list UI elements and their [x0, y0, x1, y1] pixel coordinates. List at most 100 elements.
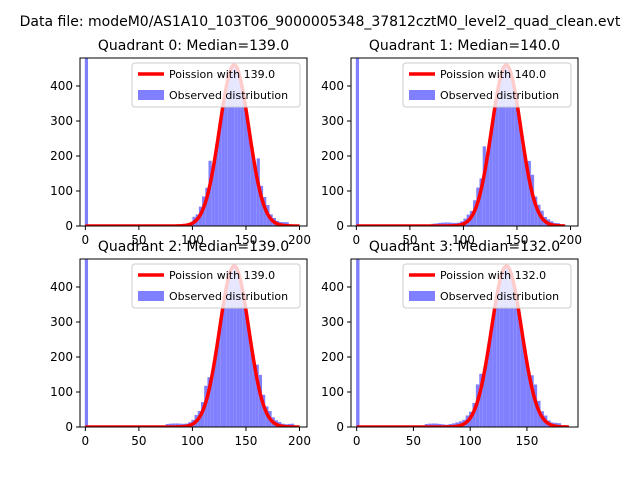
histogram-bar — [521, 140, 525, 226]
histogram-bar — [526, 371, 531, 427]
histogram-bar — [217, 336, 221, 427]
histogram-bar — [524, 162, 528, 226]
y-tick-label: 400 — [50, 79, 73, 93]
histogram-bar-zero — [356, 259, 360, 427]
y-tick-label: 300 — [321, 114, 344, 128]
x-tick-label: 0 — [353, 233, 361, 247]
legend-patch-swatch — [138, 291, 164, 301]
x-tick-label: 200 — [559, 233, 582, 247]
histogram-bar — [530, 375, 534, 427]
poisson-curve — [355, 63, 566, 226]
x-tick-label: 50 — [402, 233, 417, 247]
histogram-bar — [253, 167, 257, 226]
y-tick-label: 400 — [50, 280, 73, 294]
legend-box — [131, 62, 301, 108]
x-tick-label: 150 — [235, 233, 258, 247]
x-tick-label: 100 — [452, 233, 475, 247]
figure-suptitle: Data file: modeM0/AS1A10_103T06_90000053… — [20, 14, 621, 30]
legend-entry: Observed distribution — [169, 89, 288, 102]
legend-entry: Poission with 139.0 — [169, 269, 275, 282]
subplot-title: Quadrant 3: Median=132.0 — [369, 239, 560, 255]
histogram-bar — [210, 374, 214, 427]
histogram-bar — [256, 158, 260, 226]
legend-entry: Observed distribution — [169, 290, 288, 303]
plot-area — [84, 58, 301, 226]
subplot-grid: 0 50 100 150 200 0 100 200 300 400 Quadrant 0: Med… — [50, 38, 582, 448]
poisson-curve — [356, 264, 570, 427]
histogram-bar-zero — [84, 58, 89, 226]
poisson-curve — [84, 264, 301, 427]
histogram-bar — [214, 148, 219, 226]
x-tick-label: 200 — [288, 233, 311, 247]
histogram-bar — [243, 106, 248, 226]
histogram-bar — [492, 309, 497, 427]
histogram-bar — [509, 276, 514, 427]
subplot-quadrant-3: 0 50 100 150 0 100 200 300 400 Quadrant 3: Median… — [321, 239, 579, 448]
histogram-bar — [211, 167, 215, 226]
histogram-bar — [239, 282, 243, 427]
histogram-bar — [220, 313, 224, 427]
legend-patch-swatch — [138, 90, 164, 100]
histogram-bar — [489, 331, 493, 427]
histogram-bar — [240, 87, 244, 226]
histogram-bar — [479, 178, 483, 226]
y-tick-label: 0 — [65, 219, 73, 233]
axes-frame — [350, 57, 579, 227]
histogram-bar — [518, 121, 522, 226]
histogram-bar — [252, 362, 256, 427]
histogram-bar — [229, 267, 234, 427]
histogram-bar — [208, 160, 212, 226]
histogram-bar — [230, 66, 235, 226]
subplot-quadrant-1: 0 50 100 150 200 0 100 200 300 400 Quadrant 1: Med… — [321, 38, 582, 247]
legend: Poission with 139.0 Observed distribution — [131, 263, 301, 309]
histogram-bar-zero — [355, 58, 360, 226]
x-tick-label: 100 — [181, 233, 204, 247]
histogram-bar — [255, 364, 259, 427]
histogram-bar — [506, 265, 510, 427]
histogram-bar — [236, 273, 240, 427]
histogram-bar — [496, 288, 500, 427]
x-tick-label: 50 — [131, 434, 146, 448]
histogram-bar — [513, 288, 517, 427]
histogram-bar — [250, 148, 254, 226]
x-tick-label: 0 — [82, 434, 90, 448]
y-tick-label: 300 — [321, 315, 344, 329]
histogram-bar — [237, 71, 241, 226]
y-tick-label: 200 — [50, 350, 73, 364]
y-tick-label: 100 — [50, 385, 73, 399]
y-tick-label: 400 — [321, 280, 344, 294]
axes-frame — [350, 258, 579, 428]
x-tick-label: 100 — [181, 434, 204, 448]
x-tick-label: 150 — [506, 233, 529, 247]
axes-frame — [79, 258, 308, 428]
histogram-bar — [499, 276, 504, 427]
histogram-bar — [245, 322, 250, 427]
histogram-bar — [514, 100, 519, 226]
histogram-bar — [498, 79, 502, 226]
histogram-bar — [224, 88, 228, 226]
y-tick-label: 0 — [65, 420, 73, 434]
legend-entry: Poission with 132.0 — [440, 269, 546, 282]
x-tick-label: 50 — [131, 233, 146, 247]
histogram-bar — [218, 126, 222, 226]
y-tick-label: 0 — [336, 420, 344, 434]
histogram-bar — [511, 80, 515, 226]
plot-area — [355, 58, 566, 226]
y-tick-label: 400 — [321, 79, 344, 93]
histogram-bar — [482, 372, 487, 427]
x-tick-label: 50 — [406, 434, 421, 448]
legend-entry: Poission with 140.0 — [440, 68, 546, 81]
histogram-bar — [527, 160, 531, 226]
poisson-curve — [84, 63, 301, 226]
y-tick-label: 100 — [321, 184, 344, 198]
plot-area — [356, 259, 570, 427]
y-tick-label: 100 — [50, 184, 73, 198]
legend-box — [131, 263, 301, 309]
histogram-bar — [233, 265, 237, 427]
legend-entry: Observed distribution — [440, 290, 559, 303]
histogram-bar — [501, 65, 506, 226]
histogram-bar — [213, 355, 218, 427]
x-tick-label: 150 — [515, 434, 538, 448]
subplot-title: Quadrant 2: Median=139.0 — [98, 239, 289, 255]
